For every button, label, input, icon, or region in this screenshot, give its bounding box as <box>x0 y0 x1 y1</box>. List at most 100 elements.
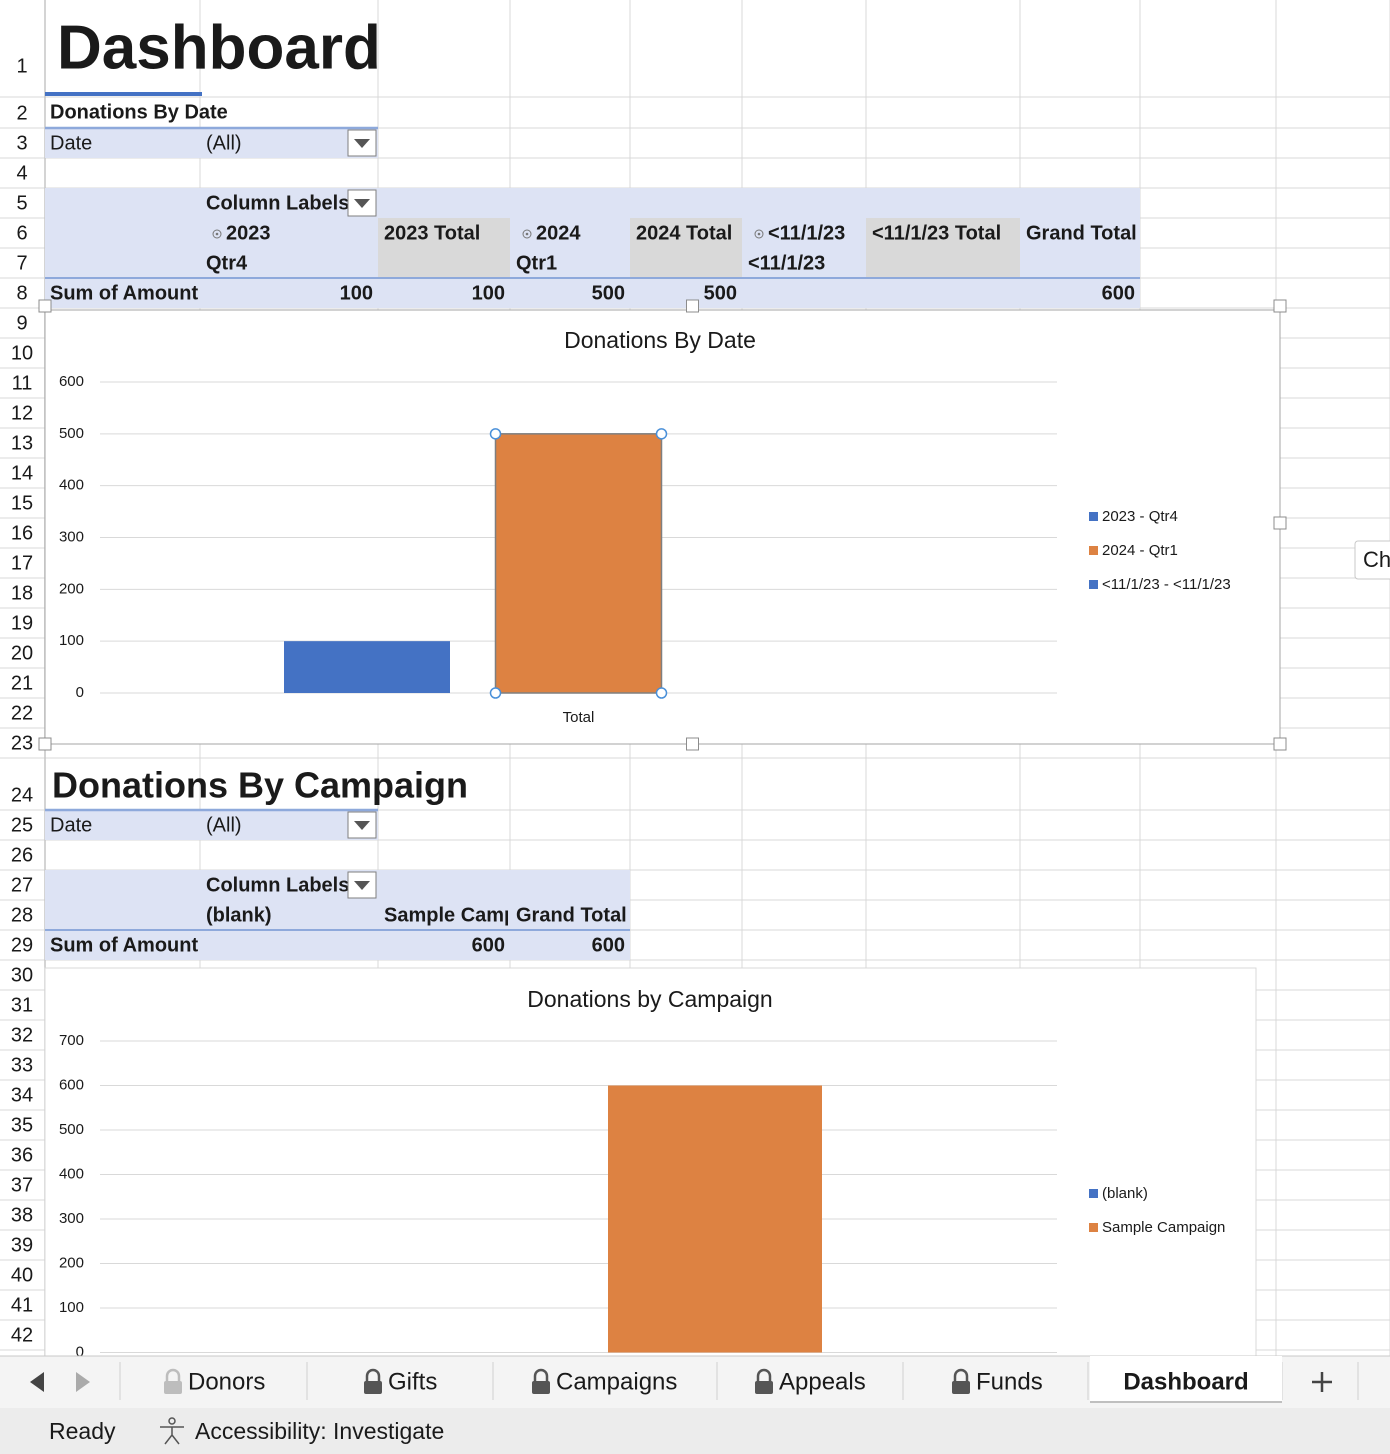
row-number: 28 <box>11 904 33 926</box>
chart[interactable]: Donations By Date 0 100 200 300 400 500 600 Tota… <box>38 299 1287 751</box>
y-tick-label: 0 <box>76 1343 84 1360</box>
lock-body <box>952 1381 970 1394</box>
row-number: 6 <box>16 222 27 244</box>
pivot-header: <11/1/23 Total <box>872 222 1001 244</box>
row-number: 42 <box>11 1324 33 1346</box>
pivot-value: 100 <box>472 282 505 304</box>
y-tick-label: 600 <box>59 373 84 390</box>
row-number: 8 <box>16 282 27 304</box>
dropdown-arrow <box>354 881 370 890</box>
tab-bar: Donors Gifts Campaigns Appeals Funds Dashboar… <box>0 1355 1390 1408</box>
accessibility-body[interactable] <box>160 1426 184 1445</box>
pivot-value: 600 <box>472 934 505 956</box>
sheet-tab[interactable]: Appeals <box>779 1368 866 1395</box>
row-number: 23 <box>11 732 33 754</box>
bar[interactable] <box>284 641 450 693</box>
pivot-header: 2023 <box>226 222 271 244</box>
side-button[interactable]: Ch <box>1363 547 1390 572</box>
dropdown-button[interactable] <box>347 871 377 899</box>
bar[interactable] <box>608 1085 822 1353</box>
filter-fill <box>45 810 378 840</box>
accessibility-head[interactable] <box>168 1417 176 1425</box>
row-number: 19 <box>11 612 33 634</box>
lock-body <box>532 1381 550 1394</box>
dropdown-button[interactable] <box>347 811 377 839</box>
chart[interactable]: Donations by Campaign 0 100 200 300 400 500 600… <box>44 967 1257 1388</box>
side-button-box[interactable] <box>1354 540 1390 580</box>
pivot-header: Sample Campaign <box>384 904 557 926</box>
pivot-value: 600 <box>1102 282 1135 304</box>
dropdown-button[interactable] <box>347 189 377 217</box>
add-sheet[interactable] <box>1312 1372 1332 1392</box>
collapse-dot <box>757 232 761 236</box>
dropdown-arrow <box>354 821 370 830</box>
resize-handle <box>1273 737 1287 751</box>
legend-swatch <box>1089 1223 1098 1232</box>
y-tick-label: 200 <box>59 580 84 597</box>
sheet-tab[interactable]: Campaigns <box>556 1368 677 1395</box>
row-number: 35 <box>11 1114 33 1136</box>
y-tick-label: 200 <box>59 1254 84 1271</box>
resize-handle <box>38 299 52 313</box>
lock-shackle <box>533 1368 549 1382</box>
row-number: 37 <box>11 1174 33 1196</box>
row-number: 16 <box>11 522 33 544</box>
row-number: 9 <box>16 312 27 334</box>
collapse-icon[interactable] <box>522 229 532 239</box>
y-tick-label: 300 <box>59 528 84 545</box>
scroll-right[interactable] <box>76 1372 90 1392</box>
row-number: 41 <box>11 1294 33 1316</box>
y-tick-label: 400 <box>59 477 84 494</box>
row-number: 34 <box>11 1084 33 1106</box>
row-number: 10 <box>11 342 33 364</box>
row-number: 36 <box>11 1144 33 1166</box>
sheet-tab[interactable]: Dashboard <box>1123 1368 1248 1395</box>
y-tick-label: 100 <box>59 1299 84 1316</box>
subtotal-fill <box>378 218 510 278</box>
pivot-header: 2023 Total <box>384 222 480 244</box>
collapse-dot <box>215 232 219 236</box>
pivot-title: Donations By Date <box>50 101 228 123</box>
lock-shackle <box>756 1368 772 1382</box>
pivot-header: Grand Total <box>1026 222 1137 244</box>
lock-shackle <box>953 1368 969 1382</box>
selection-handle <box>489 428 502 440</box>
chart-title: Donations By Date <box>564 327 756 353</box>
y-tick-label: 400 <box>59 1165 84 1182</box>
chart-title: Donations by Campaign <box>527 986 772 1012</box>
row-number: 26 <box>11 844 33 866</box>
subtotal-fill <box>630 218 742 278</box>
row-number: 40 <box>11 1264 33 1286</box>
collapse-icon[interactable] <box>212 229 222 239</box>
row-number: 18 <box>11 582 33 604</box>
scroll-left[interactable] <box>30 1372 44 1392</box>
resize-handle <box>686 737 699 751</box>
y-tick-label: 300 <box>59 1210 84 1227</box>
pivot-header: Qtr4 <box>206 252 248 274</box>
pivot-header: Grand Total <box>516 904 627 926</box>
collapse-icon[interactable] <box>754 229 764 239</box>
row-number: 22 <box>11 702 33 724</box>
subtotal-fill <box>866 218 1020 278</box>
legend-swatch <box>1089 580 1098 589</box>
x-tick-label: Total <box>563 709 595 726</box>
pivot-value: 500 <box>704 282 737 304</box>
legend-label: <11/1/23 - <11/1/23 <box>1102 576 1231 593</box>
pivot-header: Qtr1 <box>516 252 557 274</box>
bar[interactable] <box>494 433 663 694</box>
legend-label: Sample Campaign <box>1102 1219 1225 1236</box>
legend-label: 2023 - Qtr4 <box>1102 508 1178 525</box>
selection-handle <box>655 687 668 699</box>
sheet-tab[interactable]: Gifts <box>388 1368 437 1395</box>
row-label: Sum of Amount <box>50 282 198 304</box>
accessibility-status[interactable]: Accessibility: Investigate <box>195 1418 444 1444</box>
sheet-tab[interactable]: Funds <box>976 1368 1043 1395</box>
resize-handle <box>38 737 52 751</box>
dropdown-button[interactable] <box>347 129 377 157</box>
pivot-header: <11/1/23 <box>768 222 845 244</box>
y-tick-label: 700 <box>59 1032 84 1049</box>
status-mode: Ready <box>49 1418 116 1444</box>
sheet-tab[interactable]: Donors <box>188 1368 265 1395</box>
